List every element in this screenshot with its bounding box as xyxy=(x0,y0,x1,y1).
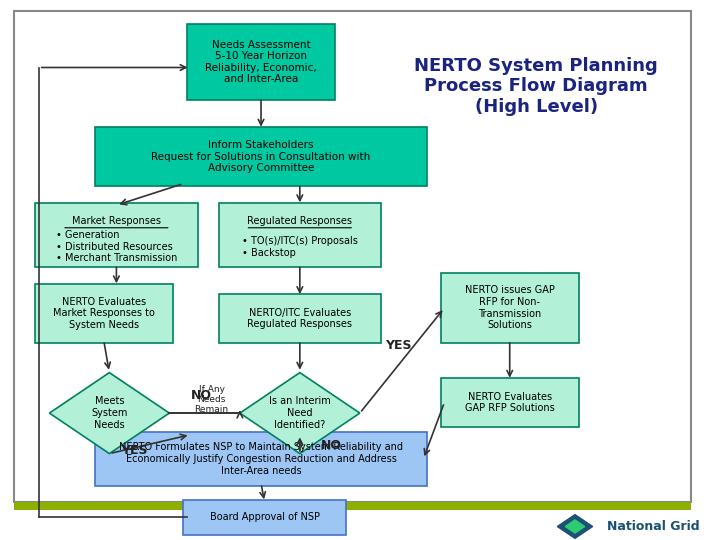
Text: Market Responses: Market Responses xyxy=(72,216,161,226)
FancyBboxPatch shape xyxy=(14,11,691,502)
Text: YES: YES xyxy=(385,339,412,352)
Text: NERTO Evaluates
GAP RFP Solutions: NERTO Evaluates GAP RFP Solutions xyxy=(465,392,554,413)
FancyBboxPatch shape xyxy=(14,502,691,510)
Text: NERTO Formulates NSP to Maintain System Reliability and
Economically Justify Con: NERTO Formulates NSP to Maintain System … xyxy=(119,442,403,476)
Text: NERTO issues GAP
RFP for Non-
Transmission
Solutions: NERTO issues GAP RFP for Non- Transmissi… xyxy=(465,286,554,330)
Polygon shape xyxy=(557,515,593,538)
FancyBboxPatch shape xyxy=(219,202,381,267)
FancyBboxPatch shape xyxy=(187,24,335,100)
FancyBboxPatch shape xyxy=(441,273,578,343)
Text: • Generation
• Distributed Resources
• Merchant Transmission: • Generation • Distributed Resources • M… xyxy=(55,230,177,264)
FancyBboxPatch shape xyxy=(441,378,578,427)
FancyBboxPatch shape xyxy=(35,284,173,343)
Text: Is an Interim
Need
Identified?: Is an Interim Need Identified? xyxy=(269,396,330,430)
Text: NERTO Evaluates
Market Responses to
System Needs: NERTO Evaluates Market Responses to Syst… xyxy=(53,296,155,330)
FancyBboxPatch shape xyxy=(95,432,427,486)
Text: If Any
Needs
Remain: If Any Needs Remain xyxy=(194,384,229,415)
FancyBboxPatch shape xyxy=(95,127,427,186)
Text: NO: NO xyxy=(321,439,342,452)
Text: Needs Assessment
5-10 Year Horizon
Reliability, Economic,
and Inter-Area: Needs Assessment 5-10 Year Horizon Relia… xyxy=(205,40,317,84)
Text: Meets
System
Needs: Meets System Needs xyxy=(91,396,127,430)
Text: National Grid: National Grid xyxy=(607,520,699,533)
FancyBboxPatch shape xyxy=(35,202,197,267)
FancyBboxPatch shape xyxy=(219,294,381,343)
Text: Regulated Responses: Regulated Responses xyxy=(248,216,352,226)
Text: NO: NO xyxy=(191,389,212,402)
Text: NERTO System Planning
Process Flow Diagram
(High Level): NERTO System Planning Process Flow Diagr… xyxy=(414,57,658,116)
Polygon shape xyxy=(565,520,585,533)
Polygon shape xyxy=(240,373,360,454)
Text: Board Approval of NSP: Board Approval of NSP xyxy=(210,512,320,522)
Text: Inform Stakeholders
Request for Solutions in Consultation with
Advisory Committe: Inform Stakeholders Request for Solution… xyxy=(151,140,371,173)
Polygon shape xyxy=(50,373,169,454)
Text: NERTO/ITC Evaluates
Regulated Responses: NERTO/ITC Evaluates Regulated Responses xyxy=(248,308,352,329)
Text: YES: YES xyxy=(121,444,148,457)
Text: • TO(s)/ITC(s) Proposals
• Backstop: • TO(s)/ITC(s) Proposals • Backstop xyxy=(242,236,358,258)
FancyBboxPatch shape xyxy=(184,500,346,535)
